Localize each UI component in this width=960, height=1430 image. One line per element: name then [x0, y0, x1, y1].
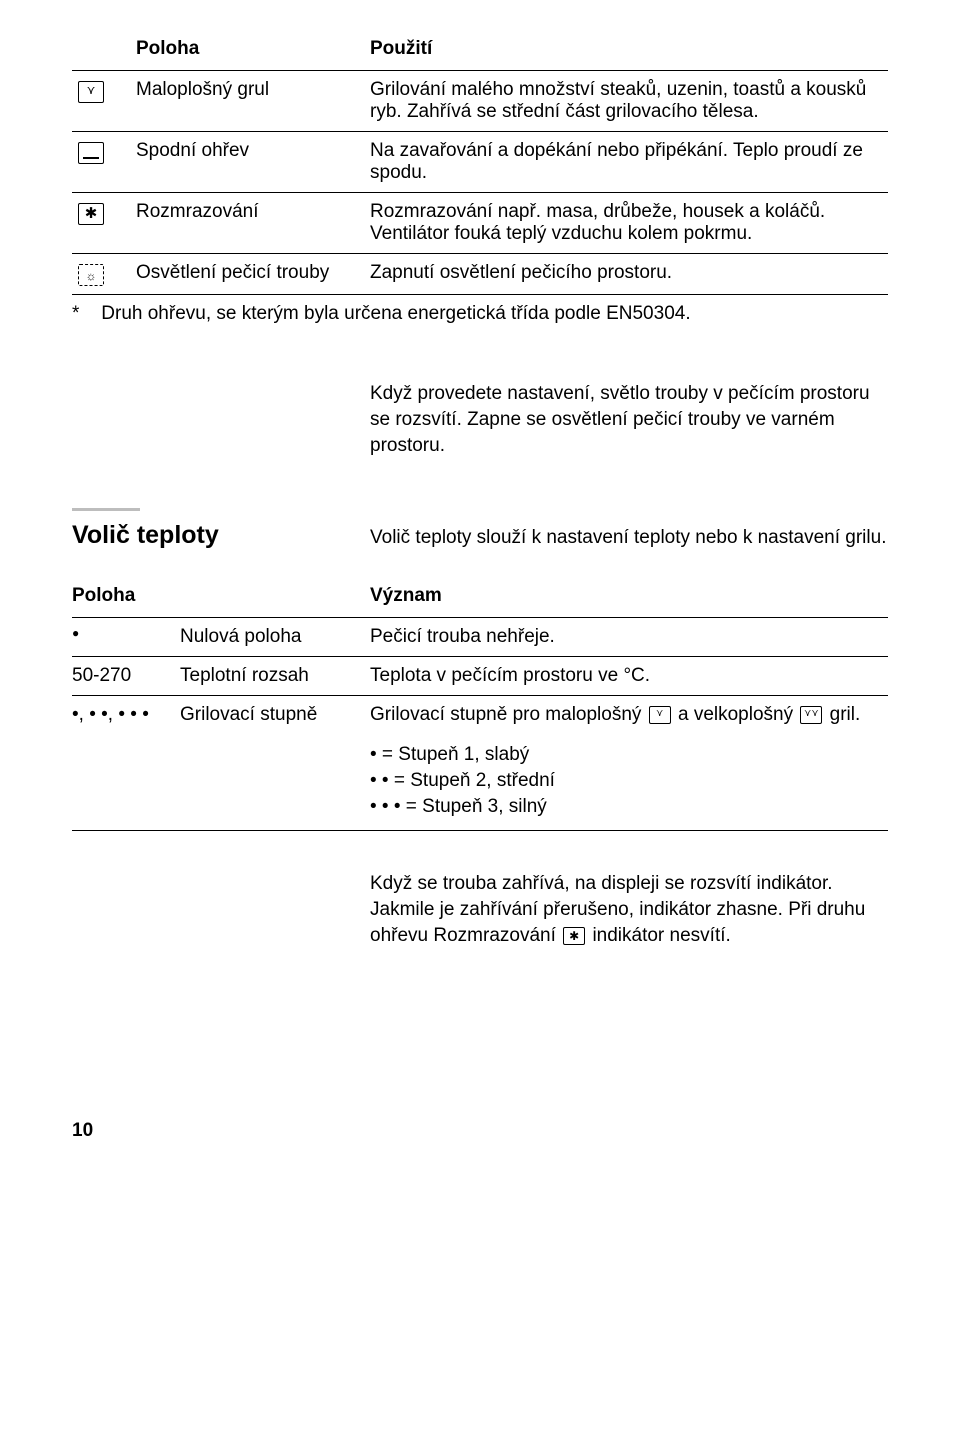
section-title: Volič teploty: [72, 521, 370, 551]
table-header-row: Poloha Význam: [72, 579, 888, 618]
row-symbol: 50-270: [72, 656, 180, 695]
table-header-row: Poloha Použití: [72, 32, 888, 71]
table-row: ✱ Rozmrazování Rozmrazování např. masa, …: [72, 193, 888, 254]
row-name: Nulová poloha: [180, 617, 370, 656]
poloha-header: Poloha: [72, 579, 370, 618]
section-desc: Volič teploty slouží k nastavení teploty…: [370, 521, 886, 551]
pouziti-header: Použití: [370, 32, 888, 71]
function-use: Na zavařování a dopékání nebo připékání.…: [370, 132, 888, 193]
footnote-text: Druh ohřevu, se kterým byla určena energ…: [101, 303, 690, 324]
para2-post: indikátor nesvítí.: [592, 925, 730, 946]
info-paragraph: Když se trouba zahřívá, na displeji se r…: [72, 871, 888, 950]
table-row: Spodní ohřev Na zavařování a dopékání ne…: [72, 132, 888, 193]
row-symbol: ●: [72, 617, 180, 656]
function-use: Rozmrazování např. masa, drůbeže, housek…: [370, 193, 888, 254]
function-name: Spodní ohřev: [136, 132, 370, 193]
grill-stage: • • = Stupeň 2, střední: [370, 770, 888, 792]
manual-page: Poloha Použití ⋎ Maloplošný grul Grilová…: [0, 0, 960, 1182]
large-grill-icon: ⋎⋎: [800, 706, 822, 724]
row-symbol: •, • •, • • •: [72, 695, 180, 830]
defrost-icon: ✱: [563, 927, 585, 945]
table-row: ⋎ Maloplošný grul Grilování malého množs…: [72, 71, 888, 132]
footnote-mark: *: [72, 303, 96, 325]
function-use: Zapnutí osvětlení pečicího prostoru.: [370, 254, 888, 295]
grill-meaning-pre: Grilovací stupně pro maloplošný: [370, 704, 647, 725]
info-paragraph: Když provedete nastavení, světlo trouby …: [72, 381, 888, 460]
function-name: Maloplošný grul: [136, 71, 370, 132]
footnote-row: * Druh ohřevu, se kterým byla určena ene…: [72, 295, 888, 334]
page-number: 10: [72, 1120, 888, 1142]
grill-stage: • = Stupeň 1, slabý: [370, 744, 888, 766]
row-meaning: Grilovací stupně pro maloplošný ⋎ a velk…: [370, 695, 888, 830]
table-row: ● Nulová poloha Pečicí trouba nehřeje.: [72, 617, 888, 656]
table-row: •, • •, • • • Grilovací stupně Grilovací…: [72, 695, 888, 830]
row-name: Teplotní rozsah: [180, 656, 370, 695]
vyznam-header: Význam: [370, 579, 888, 618]
poloha-header: Poloha: [136, 32, 370, 71]
table-row: 50-270 Teplotní rozsah Teplota v pečícím…: [72, 656, 888, 695]
row-meaning: Pečicí trouba nehřeje.: [370, 617, 888, 656]
grill-meaning-mid: a velkoplošný: [678, 704, 798, 725]
oven-light-icon: ☼: [78, 264, 104, 286]
temperature-table: Poloha Význam ● Nulová poloha Pečicí tro…: [72, 579, 888, 831]
small-grill-icon: ⋎: [649, 706, 671, 724]
grill-stage: • • • = Stupeň 3, silný: [370, 796, 888, 818]
defrost-icon: ✱: [78, 203, 104, 225]
table-row: ☼ Osvětlení pečicí trouby Zapnutí osvětl…: [72, 254, 888, 295]
function-name: Osvětlení pečicí trouby: [136, 254, 370, 295]
row-meaning: Teplota v pečícím prostoru ve °C.: [370, 656, 888, 695]
function-name: Rozmrazování: [136, 193, 370, 254]
temperature-selector-section: Volič teploty Volič teploty slouží k nas…: [72, 521, 888, 551]
function-use: Grilování malého množství steaků, uzenin…: [370, 71, 888, 132]
bottom-heat-icon: [78, 142, 104, 164]
grill-meaning-post: gril.: [830, 704, 861, 725]
small-grill-icon: ⋎: [78, 81, 104, 103]
row-name: Grilovací stupně: [180, 695, 370, 830]
section-rule: [72, 508, 140, 511]
functions-table: Poloha Použití ⋎ Maloplošný grul Grilová…: [72, 32, 888, 333]
